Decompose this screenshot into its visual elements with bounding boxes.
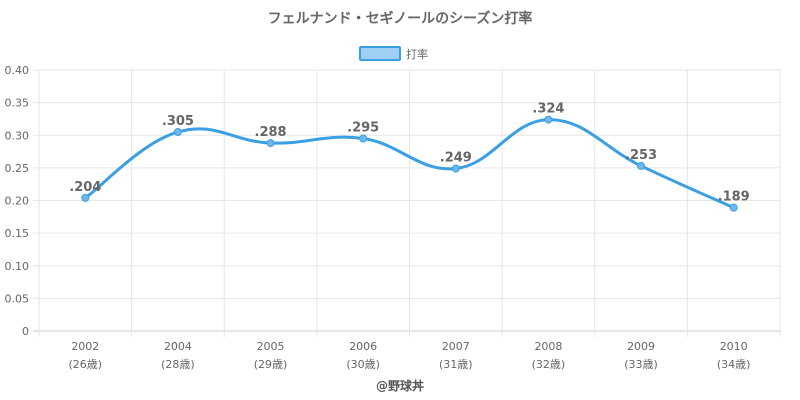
data-points — [81, 115, 738, 212]
x-tick-age-label: (32歳) — [532, 358, 566, 371]
x-tick-age-label: (30歳) — [346, 358, 380, 371]
x-tick-age-label: (28歳) — [161, 358, 195, 371]
x-tick-age-label: (29歳) — [254, 358, 288, 371]
grid — [33, 69, 781, 337]
x-tick-label: 2007 — [442, 340, 470, 353]
x-axis-ticks: 2002 (26歳) 2004 (28歳) 2005 (29歳) 2006 (30歳) 2007… — [69, 340, 751, 371]
data-label: .253 — [625, 148, 657, 163]
data-label: .324 — [532, 102, 564, 117]
y-tick-label: 0.05 — [5, 292, 30, 305]
x-tick-label: 2004 — [164, 340, 192, 353]
x-tick-label: 2002 — [71, 340, 99, 353]
data-point[interactable] — [729, 203, 738, 212]
data-label: .295 — [347, 121, 379, 136]
legend-swatch — [359, 46, 401, 61]
data-label: .249 — [440, 151, 472, 166]
y-tick-label: 0.35 — [5, 97, 30, 110]
data-label: .288 — [255, 125, 287, 140]
y-tick-label: 0.15 — [5, 227, 30, 240]
x-tick-label: 2006 — [349, 340, 377, 353]
y-tick-label: 0.40 — [5, 64, 30, 77]
x-tick-age-label: (26歳) — [69, 358, 103, 371]
series-line — [83, 118, 736, 210]
x-tick-age-label: (31歳) — [439, 358, 473, 371]
x-tick-age-label: (34歳) — [717, 358, 751, 371]
y-tick-label: 0.10 — [5, 260, 30, 273]
y-axis-ticks: 0 0.05 0.10 0.15 0.20 0.25 0.30 0.35 0.40 — [5, 64, 30, 338]
x-tick-label: 2009 — [627, 340, 655, 353]
y-tick-label: 0 — [22, 325, 29, 338]
data-point[interactable] — [637, 161, 646, 170]
y-tick-label: 0.20 — [5, 195, 30, 208]
x-tick-label: 2005 — [257, 340, 285, 353]
y-tick-label: 0.30 — [5, 129, 30, 142]
data-label: .305 — [162, 114, 194, 129]
data-point[interactable] — [451, 164, 460, 173]
y-tick-label: 0.25 — [5, 162, 30, 175]
legend-label: 打率 — [406, 47, 428, 61]
data-point[interactable] — [544, 115, 553, 124]
x-tick-label: 2008 — [534, 340, 562, 353]
legend[interactable]: 打率 — [359, 46, 428, 61]
data-point[interactable] — [173, 127, 182, 136]
data-point[interactable] — [359, 134, 368, 143]
x-tick-age-label: (33歳) — [624, 358, 658, 371]
data-labels: .204 .305 .288 .295 .249 .324 .253 .189 — [69, 102, 749, 205]
series-line-group — [83, 118, 736, 210]
data-label: .189 — [718, 190, 750, 205]
data-label: .204 — [69, 180, 101, 195]
credit-text: @野球丼 — [376, 378, 424, 393]
chart-title: フェルナンド・セギノールのシーズン打率 — [268, 10, 533, 27]
x-tick-label: 2010 — [720, 340, 748, 353]
data-point[interactable] — [81, 193, 90, 202]
data-point[interactable] — [266, 139, 275, 148]
